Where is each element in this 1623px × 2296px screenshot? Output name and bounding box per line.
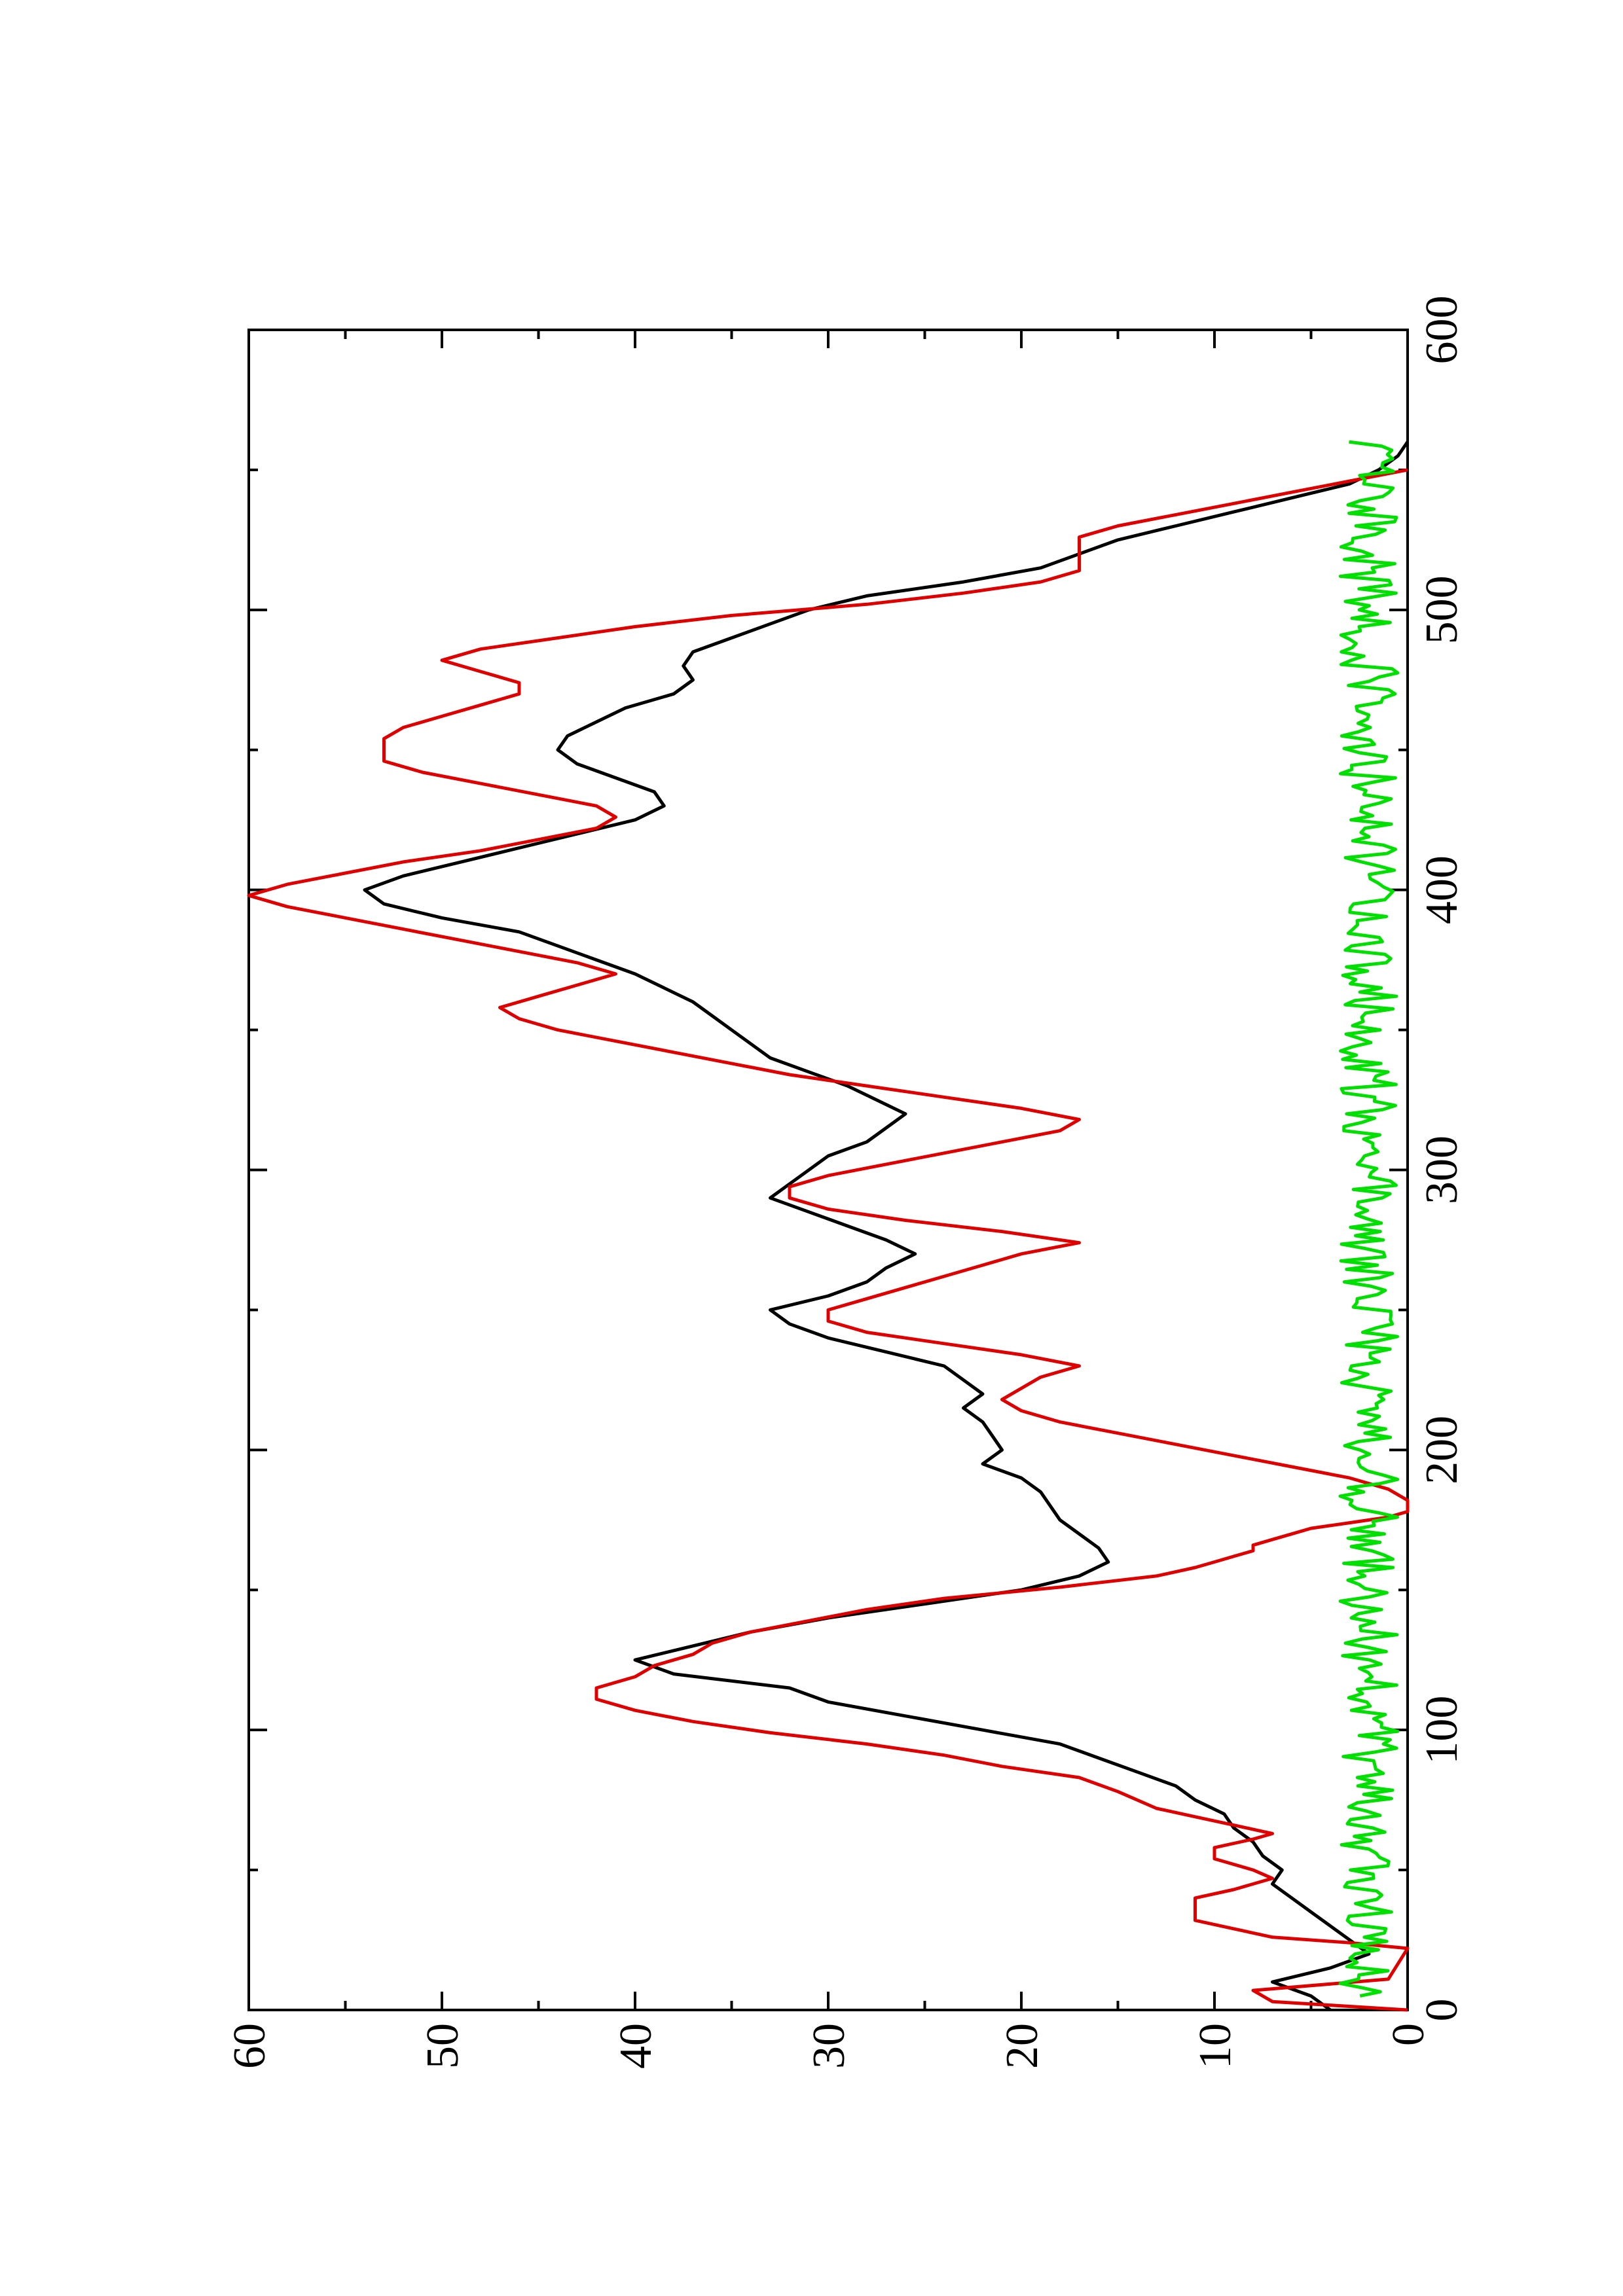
y-tick-label: 10 bbox=[1190, 2023, 1241, 2069]
x-tick-label: 400 bbox=[1417, 855, 1467, 924]
x-tick-label: 0 bbox=[1417, 1999, 1467, 2022]
series-line-2 bbox=[247, 468, 1410, 2012]
x-tick-label: 100 bbox=[1417, 1696, 1467, 1765]
axis-ticks bbox=[247, 329, 1409, 2011]
plot-frame bbox=[247, 329, 1409, 2011]
series-line-3 bbox=[1338, 440, 1400, 1998]
x-tick-label: 300 bbox=[1417, 1136, 1467, 1204]
y-tick-label: 50 bbox=[418, 2023, 468, 2069]
x-tick-label: 600 bbox=[1417, 296, 1467, 365]
axis-tick-labels: 0 100 200 300 400 500 600 0 10 20 30 40 50 60 bbox=[225, 296, 1467, 2070]
y-tick-label: 30 bbox=[804, 2023, 854, 2069]
y-tick-label: 20 bbox=[997, 2023, 1048, 2069]
series-line-1 bbox=[363, 440, 1410, 2012]
y-tick-label: 0 bbox=[1383, 2023, 1434, 2046]
x-tick-label: 200 bbox=[1417, 1416, 1467, 1484]
y-tick-label: 40 bbox=[611, 2023, 661, 2069]
y-tick-label: 60 bbox=[225, 2023, 275, 2069]
x-tick-label: 500 bbox=[1417, 575, 1467, 644]
series-layer bbox=[247, 440, 1410, 2012]
